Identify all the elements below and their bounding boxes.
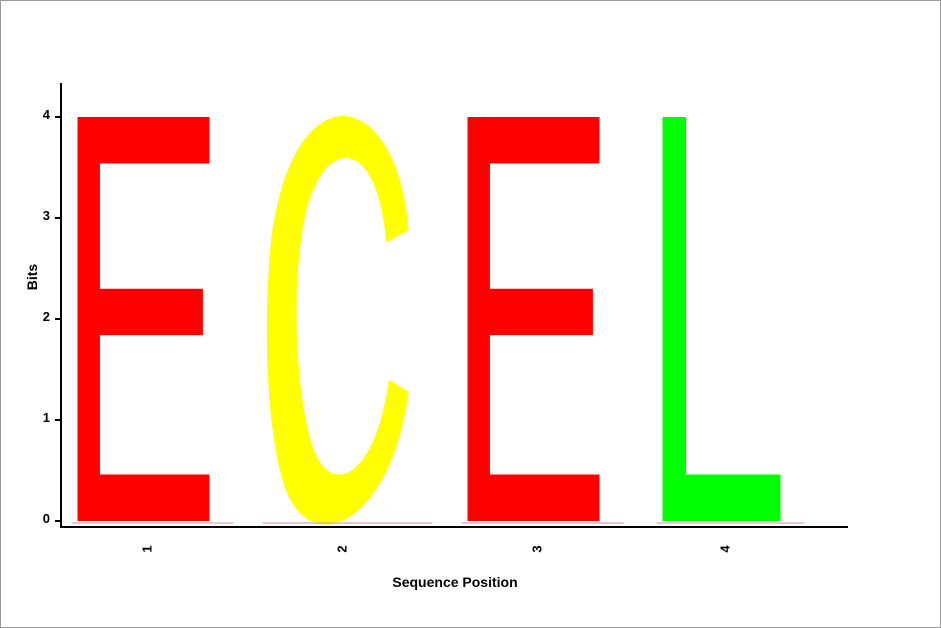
residual-stack [461, 522, 624, 524]
logo-letter-e-position-3 [467, 117, 600, 521]
x-axis-title: Sequence Position [392, 574, 517, 590]
y-tick-label: 3 [43, 208, 50, 223]
y-tick-label: 2 [43, 309, 50, 324]
letter-glyph [266, 115, 409, 525]
x-tick-label: 4 [718, 545, 733, 553]
y-tick-label: 4 [43, 107, 51, 122]
y-ticks: 0 1 2 3 4 [43, 107, 61, 526]
y-tick-label: 1 [43, 410, 50, 425]
logo-letter-l-position-4 [662, 117, 781, 521]
letter-glyph [77, 117, 210, 521]
x-tick-label: 1 [140, 545, 155, 552]
x-tick-label: 2 [335, 545, 350, 552]
x-ticks: 1 2 3 4 [140, 545, 733, 553]
logo-letter-c-position-2 [266, 115, 409, 525]
letter-glyph [662, 117, 781, 521]
residual-stack [656, 522, 805, 524]
residual-stack [262, 522, 433, 524]
logo-letter-e-position-1 [77, 117, 210, 521]
residual-stack [71, 522, 234, 524]
y-tick-label: 0 [43, 511, 50, 526]
letter-glyph [467, 117, 600, 521]
y-axis-title: Bits [24, 264, 40, 291]
letters-layer [71, 115, 805, 525]
x-tick-label: 3 [530, 545, 545, 552]
